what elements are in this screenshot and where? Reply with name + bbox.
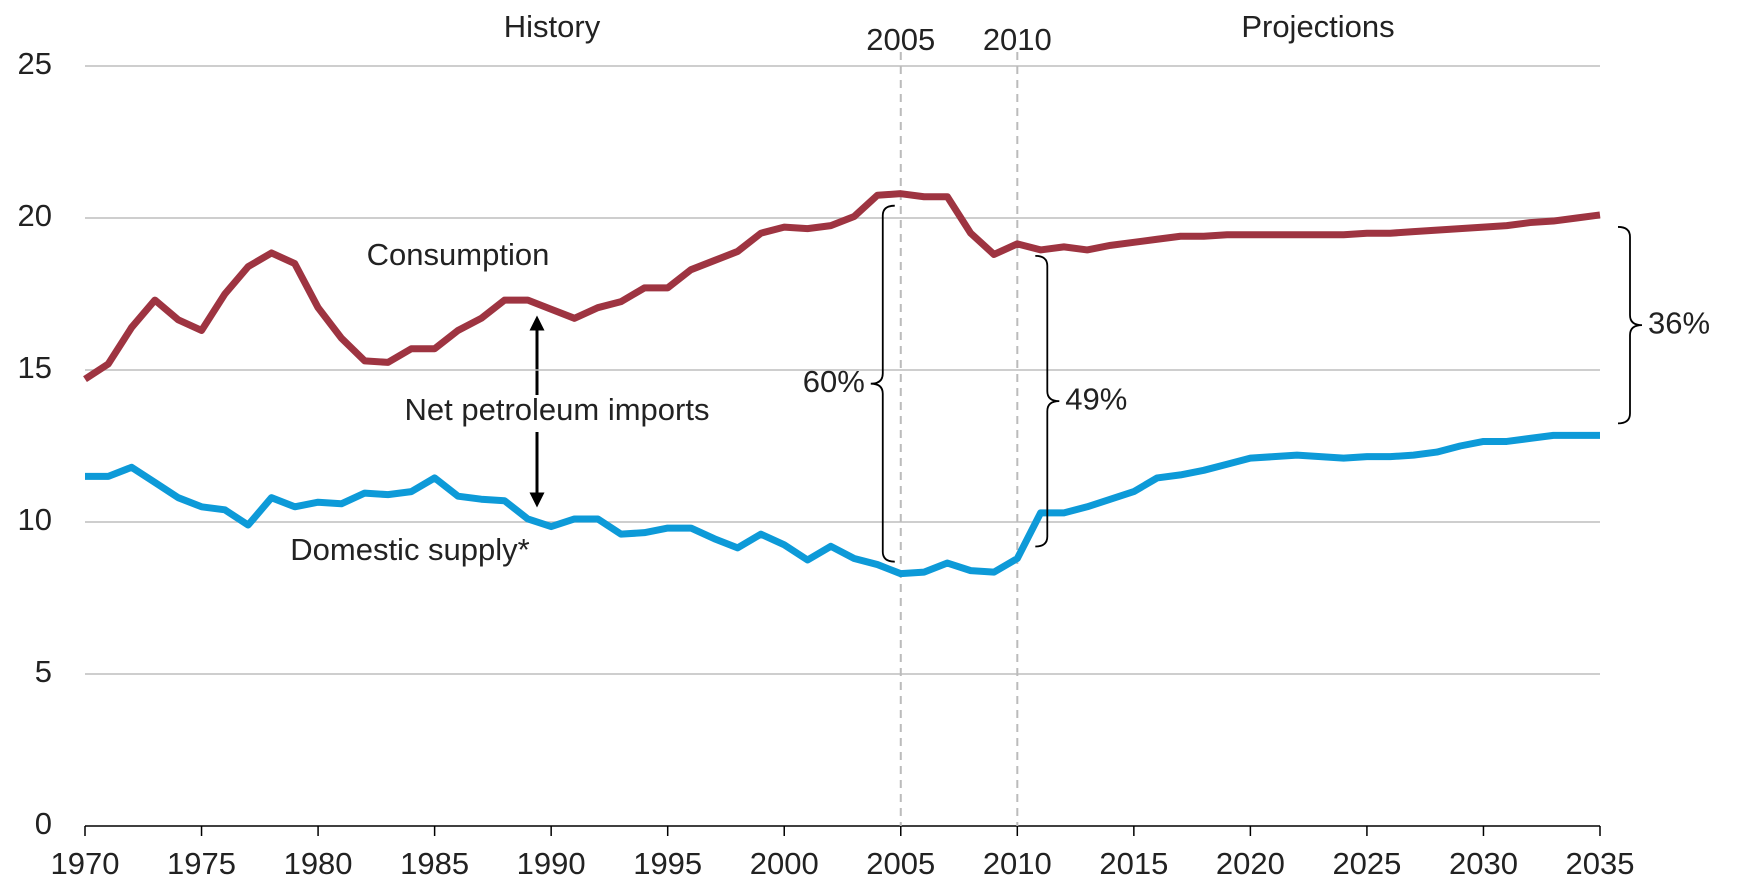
y-tick-label: 15 (18, 350, 52, 385)
x-tick-label: 1975 (167, 846, 236, 881)
series-line (83, 190, 1601, 383)
y-tick-label: 20 (18, 198, 52, 233)
x-tick-label: 1985 (400, 846, 469, 881)
y-tick-label: 0 (35, 806, 52, 841)
bracket (1035, 254, 1060, 548)
y-tick-label: 5 (35, 654, 52, 689)
bracket (1617, 226, 1643, 425)
x-tick-label: 2030 (1449, 846, 1518, 881)
history-label: History (504, 9, 601, 44)
share-label: 36% (1648, 305, 1710, 340)
divider-label: 2010 (983, 22, 1052, 57)
divider-label: 2005 (866, 22, 935, 57)
x-tick-label: 2025 (1332, 846, 1401, 881)
x-tick-label: 2000 (750, 846, 819, 881)
series-line (85, 431, 1600, 578)
x-tick-label: 1990 (517, 846, 586, 881)
share-label: 60% (803, 364, 865, 399)
y-tick-label: 25 (18, 46, 52, 81)
x-tick-label: 2015 (1099, 846, 1168, 881)
x-tick-label: 1980 (284, 846, 353, 881)
x-tick-label: 1970 (51, 846, 120, 881)
x-tick-label: 2005 (866, 846, 935, 881)
x-tick-label: 2020 (1216, 846, 1285, 881)
share-label: 49% (1065, 381, 1127, 416)
x-tick-label: 1995 (633, 846, 702, 881)
series-label: Domestic supply* (290, 532, 529, 567)
projections-label: Projections (1241, 9, 1394, 44)
y-tick-label: 10 (18, 502, 52, 537)
series-label: Consumption (367, 237, 550, 272)
imports-label: Net petroleum imports (405, 392, 710, 427)
x-tick-label: 2035 (1566, 846, 1635, 881)
x-tick-label: 2010 (983, 846, 1052, 881)
bracket (870, 204, 895, 563)
